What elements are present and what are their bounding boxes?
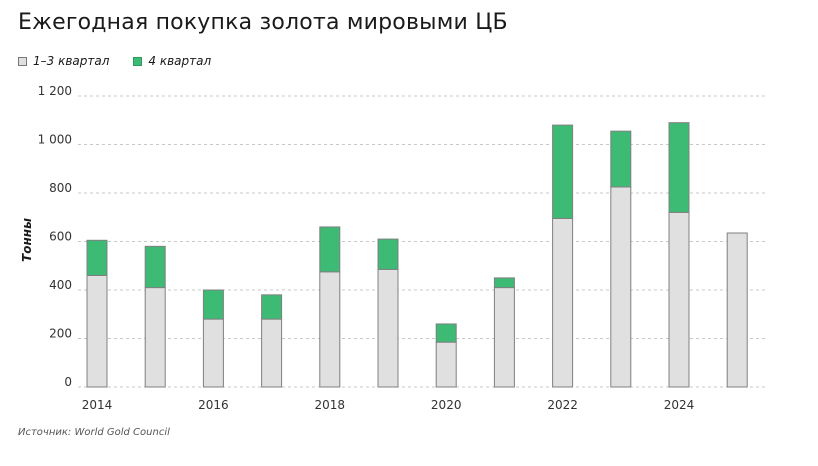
bar-segment-q4-2015 — [144, 245, 166, 289]
y-tick-label: 600 — [49, 230, 72, 244]
bar-segment-q1-3-2025 — [726, 232, 748, 388]
bar-segment-q1-3-2023 — [610, 186, 632, 388]
source-note: Источник: World Gold Council — [18, 427, 170, 438]
y-tick-label: 1 000 — [38, 133, 72, 147]
bar-segment-q4-2016 — [202, 289, 224, 320]
legend-label-q4: 4 квартал — [148, 54, 212, 68]
bar-segment-q1-3-2019 — [377, 268, 399, 388]
y-tick-label: 1 200 — [38, 84, 72, 98]
bars — [86, 122, 748, 388]
bar-segment-q4-2024 — [668, 122, 690, 213]
legend-label-q1-3: 1–3 квартал — [33, 54, 110, 68]
bar-segment-q4-2014 — [86, 239, 108, 276]
x-tick-label: 2024 — [664, 398, 695, 412]
legend-swatch-q1-3 — [18, 56, 27, 66]
y-tick-label: 800 — [49, 181, 72, 195]
bar-segment-q4-2022 — [552, 124, 574, 219]
bar-segment-q1-3-2022 — [552, 217, 574, 388]
bar-segment-q4-2023 — [610, 130, 632, 188]
x-tick-label: 2020 — [431, 398, 462, 412]
x-tick-labels: 2014 2016 2018 2020 2022 2024 — [82, 398, 695, 412]
bar-segment-q1-3-2014 — [86, 274, 108, 388]
legend-item-q1-3: 1–3 квартал — [18, 54, 109, 68]
y-axis-label: Тонны — [20, 218, 34, 262]
y-tick-label: 200 — [49, 327, 72, 341]
bar-segment-q4-2021 — [493, 277, 515, 289]
y-tick-label: 400 — [49, 278, 72, 292]
bar-segment-q1-3-2015 — [144, 287, 166, 388]
bar-segment-q1-3-2021 — [493, 287, 515, 388]
bar-segment-q1-3-2017 — [261, 318, 283, 388]
legend-item-q4: 4 квартал — [133, 54, 211, 68]
bar-segment-q4-2018 — [319, 226, 341, 273]
grid-lines — [78, 95, 768, 388]
bar-segment-q1-3-2024 — [668, 211, 690, 388]
bar-segment-q1-3-2016 — [202, 318, 224, 388]
y-tick-label: 0 — [64, 375, 72, 389]
bar-segment-q1-3-2018 — [319, 271, 341, 388]
x-tick-label: 2018 — [315, 398, 346, 412]
legend-swatch-q4 — [133, 56, 143, 66]
bar-segment-q4-2019 — [377, 238, 399, 270]
legend: 1–3 квартал 4 квартал — [18, 54, 211, 68]
chart-title: Ежегодная покупка золота мировыми ЦБ — [18, 10, 508, 35]
bar-segment-q4-2017 — [261, 294, 283, 320]
x-tick-label: 2022 — [547, 398, 578, 412]
bar-segment-q1-3-2020 — [435, 341, 457, 388]
x-tick-label: 2016 — [198, 398, 229, 412]
x-tick-label: 2014 — [82, 398, 113, 412]
y-tick-labels: 0 200 400 600 800 1 000 1 200 — [38, 84, 72, 389]
bar-segment-q4-2020 — [435, 323, 457, 343]
